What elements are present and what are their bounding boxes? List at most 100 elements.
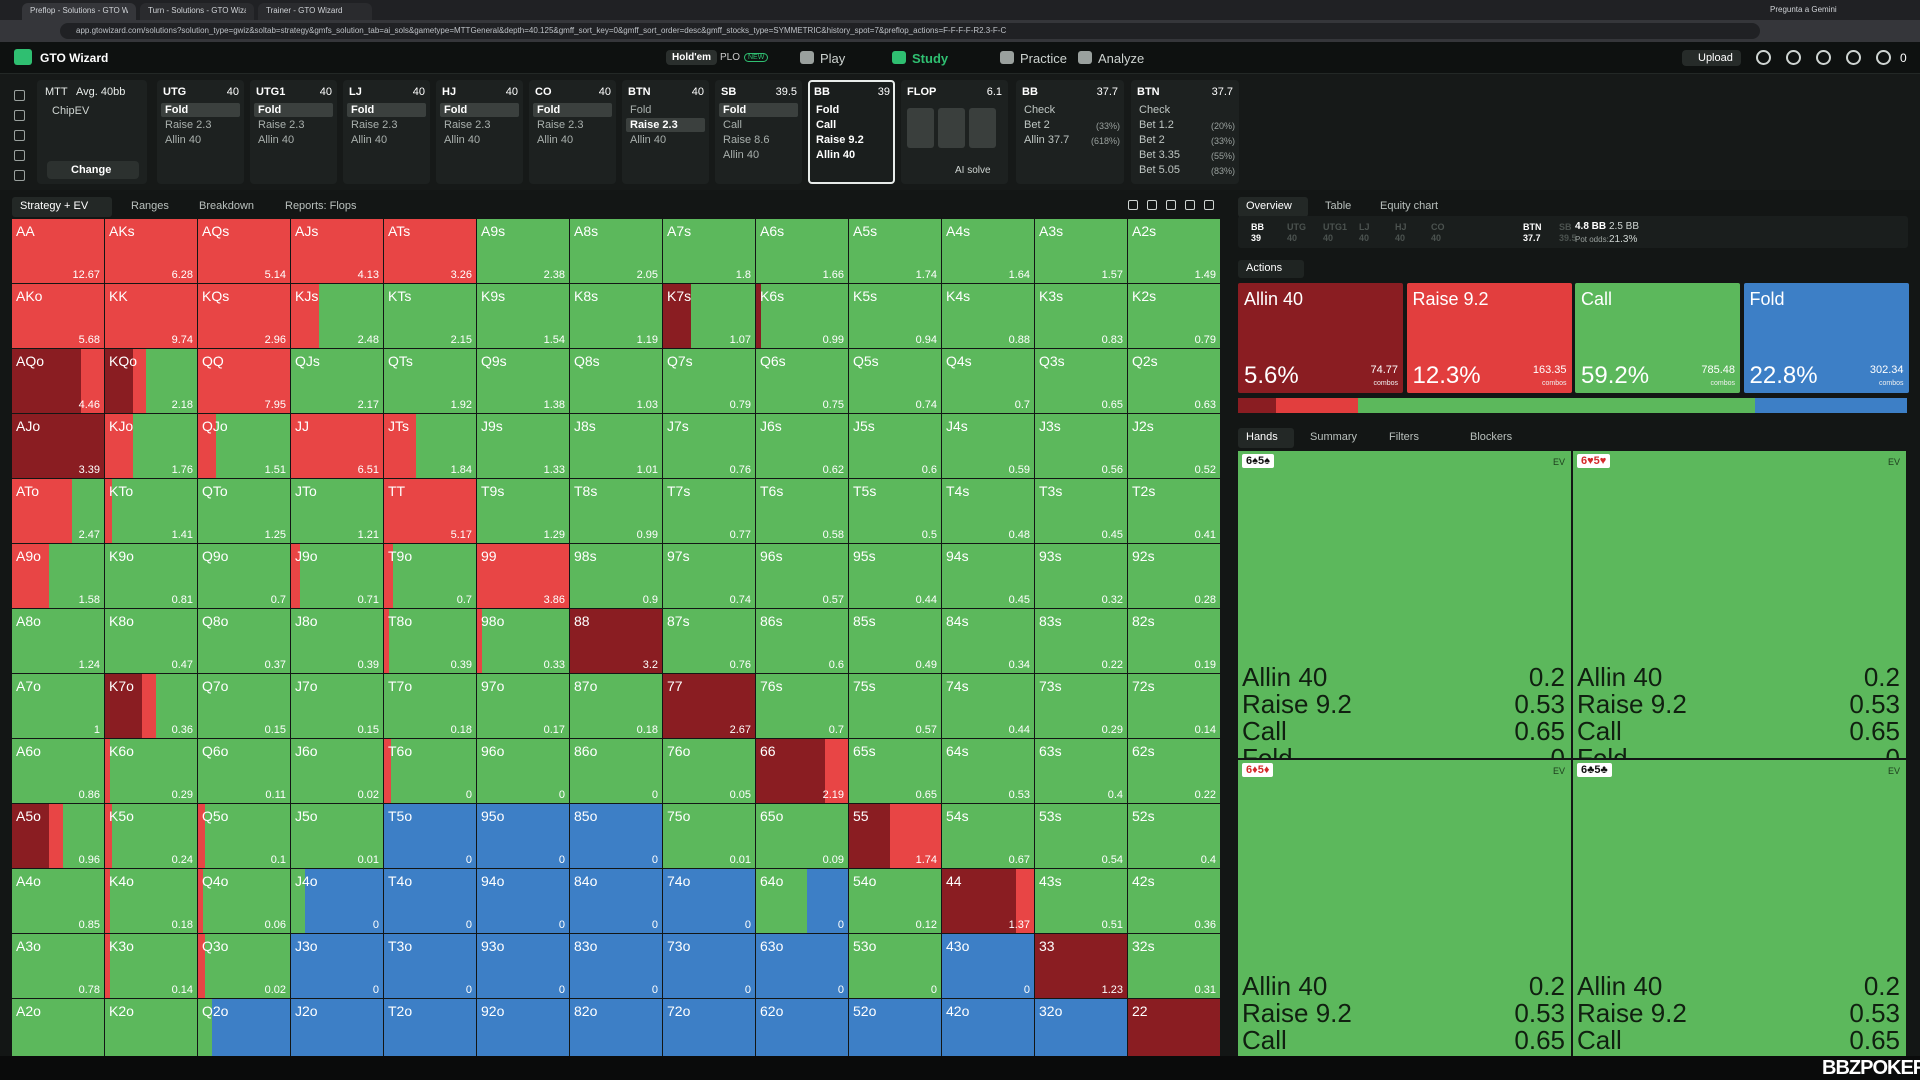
hand-cell[interactable]: Q4o 0.06 <box>198 869 290 933</box>
position-column[interactable] <box>529 80 616 184</box>
hand-cell[interactable]: KQs 2.96 <box>198 284 290 348</box>
hand-cell[interactable]: A8s 2.05 <box>570 219 662 283</box>
hand-cell[interactable]: QJo 1.51 <box>198 414 290 478</box>
hand-cell[interactable]: QQ 7.95 <box>198 349 290 413</box>
hand-cell[interactable]: T6s 0.58 <box>756 479 848 543</box>
action-card[interactable] <box>1575 283 1740 393</box>
hand-cell[interactable]: Q8s 1.03 <box>570 349 662 413</box>
hand-cell[interactable]: J4o 0 <box>291 869 383 933</box>
hand-cell[interactable]: 95o 0 <box>477 804 569 868</box>
hand-cell[interactable]: Q7s 0.79 <box>663 349 755 413</box>
hand-cell[interactable]: 73o 0 <box>663 934 755 998</box>
hand-cell[interactable]: J9o 0.71 <box>291 544 383 608</box>
hand-cell[interactable]: KTo 1.41 <box>105 479 197 543</box>
hand-cell[interactable]: T5o 0 <box>384 804 476 868</box>
hand-cell[interactable]: 83s 0.22 <box>1035 609 1127 673</box>
url[interactable]: app.gtowizard.com/solutions?solution_typ… <box>76 26 1007 35</box>
brand[interactable]: GTO Wizard <box>40 51 109 65</box>
hand-cell[interactable]: Q9s 1.38 <box>477 349 569 413</box>
hand-cell[interactable]: 66 2.19 <box>756 739 848 803</box>
overview-tab[interactable]: Overview <box>1246 200 1292 212</box>
upload-button[interactable]: Upload <box>1682 50 1741 66</box>
hand-detail-card[interactable]: 6♦5♦ EV Allin 40 0.2 Raise 9.2 0.53 Call 0.65 Fo… <box>1238 760 1571 1056</box>
hand-cell[interactable]: J2s 0.52 <box>1128 414 1220 478</box>
hand-cell[interactable]: KK 9.74 <box>105 284 197 348</box>
hand-cell[interactable]: K5o 0.24 <box>105 804 197 868</box>
position-column[interactable] <box>436 80 523 184</box>
position-action[interactable]: Raise 8.6 <box>723 134 770 146</box>
hand-cell[interactable]: QJs 2.17 <box>291 349 383 413</box>
hand-cell[interactable]: 63s 0.4 <box>1035 739 1127 803</box>
hand-cell[interactable]: J6o 0.02 <box>291 739 383 803</box>
hand-cell[interactable]: J6s 0.62 <box>756 414 848 478</box>
hand-cell[interactable]: AKs 6.28 <box>105 219 197 283</box>
postflop-action[interactable]: Bet 2 <box>1139 134 1165 146</box>
position-action[interactable]: Raise 9.2 <box>816 134 864 146</box>
hand-cell[interactable]: A2o <box>12 999 104 1056</box>
hands-tab[interactable]: Summary <box>1310 431 1358 443</box>
hand-cell[interactable]: 32s 0.31 <box>1128 934 1220 998</box>
hand-cell[interactable]: 74s 0.44 <box>942 674 1034 738</box>
hand-cell[interactable]: T2s 0.41 <box>1128 479 1220 543</box>
hand-cell[interactable]: 97o 0.17 <box>477 674 569 738</box>
hand-cell[interactable]: J4s 0.59 <box>942 414 1034 478</box>
hand-cell[interactable]: J7s 0.76 <box>663 414 755 478</box>
hand-cell[interactable]: 76o 0.05 <box>663 739 755 803</box>
action-card[interactable] <box>1743 283 1909 393</box>
hand-cell[interactable]: 62o <box>756 999 848 1056</box>
hand-cell[interactable]: KJs 2.48 <box>291 284 383 348</box>
hand-cell[interactable]: 72o <box>663 999 755 1056</box>
hand-cell[interactable]: J8s 1.01 <box>570 414 662 478</box>
hand-cell[interactable]: Q2s 0.63 <box>1128 349 1220 413</box>
hand-cell[interactable]: Q8o 0.37 <box>198 609 290 673</box>
hand-cell[interactable]: A5o 0.96 <box>12 804 104 868</box>
hand-cell[interactable]: K2s 0.79 <box>1128 284 1220 348</box>
hand-cell[interactable]: JTs 1.84 <box>384 414 476 478</box>
hand-cell[interactable]: 74o 0 <box>663 869 755 933</box>
hand-cell[interactable]: K8s 1.19 <box>570 284 662 348</box>
hand-cell[interactable]: 94o 0 <box>477 869 569 933</box>
hand-cell[interactable]: 43o 0 <box>942 934 1034 998</box>
position-action[interactable]: Allin 40 <box>723 149 760 161</box>
hand-cell[interactable]: A3s 1.57 <box>1035 219 1127 283</box>
hand-cell[interactable]: A8o 1.24 <box>12 609 104 673</box>
view-toggle[interactable] <box>1147 200 1157 210</box>
nav-icon-button[interactable] <box>1876 50 1891 65</box>
hand-cell[interactable]: K4o 0.18 <box>105 869 197 933</box>
hand-cell[interactable]: 75s 0.57 <box>849 674 941 738</box>
hand-cell[interactable]: J2o <box>291 999 383 1056</box>
hands-tab[interactable]: Blockers <box>1470 431 1513 443</box>
hand-cell[interactable]: 22 <box>1128 999 1220 1056</box>
position-column[interactable] <box>250 80 337 184</box>
view-toggle[interactable] <box>1128 200 1138 210</box>
position-action[interactable]: Allin 40 <box>165 134 202 146</box>
hand-cell[interactable]: 72s 0.14 <box>1128 674 1220 738</box>
hand-cell[interactable]: 82s 0.19 <box>1128 609 1220 673</box>
hand-cell[interactable]: 43s 0.51 <box>1035 869 1127 933</box>
position-action[interactable]: Fold <box>444 104 468 116</box>
hand-cell[interactable]: Q4s 0.7 <box>942 349 1034 413</box>
hand-cell[interactable]: AA 12.67 <box>12 219 104 283</box>
hand-cell[interactable]: K4s 0.88 <box>942 284 1034 348</box>
hand-cell[interactable]: 84s 0.34 <box>942 609 1034 673</box>
position-action[interactable]: Call <box>816 119 837 131</box>
hand-cell[interactable]: K9s 1.54 <box>477 284 569 348</box>
hand-cell[interactable]: T3o 0 <box>384 934 476 998</box>
gemini-button[interactable]: Pregunta a Gemini <box>1770 5 1837 14</box>
hand-cell[interactable]: 52s 0.4 <box>1128 804 1220 868</box>
hand-cell[interactable]: ATs 3.26 <box>384 219 476 283</box>
hand-detail-card[interactable]: 6♥5♥ EV Allin 40 0.2 Raise 9.2 0.53 Call 0.65 Fo… <box>1573 451 1906 758</box>
hand-cell[interactable]: QTs 1.92 <box>384 349 476 413</box>
browser-tab[interactable] <box>22 3 136 20</box>
hand-detail-card[interactable]: 6♠5♠ EV Allin 40 0.2 Raise 9.2 0.53 Call 0.65 Fo… <box>1238 451 1571 758</box>
view-toggle[interactable] <box>1204 200 1214 210</box>
hand-cell[interactable]: KJo 1.76 <box>105 414 197 478</box>
hand-cell[interactable]: 83o 0 <box>570 934 662 998</box>
hand-cell[interactable]: 65s 0.65 <box>849 739 941 803</box>
sidebar-icon[interactable] <box>14 110 25 121</box>
position-column[interactable] <box>157 80 244 184</box>
hand-cell[interactable]: K7s 1.07 <box>663 284 755 348</box>
hand-cell[interactable]: A9s 2.38 <box>477 219 569 283</box>
hand-cell[interactable]: Q6o 0.11 <box>198 739 290 803</box>
sidebar-icon[interactable] <box>14 150 25 161</box>
